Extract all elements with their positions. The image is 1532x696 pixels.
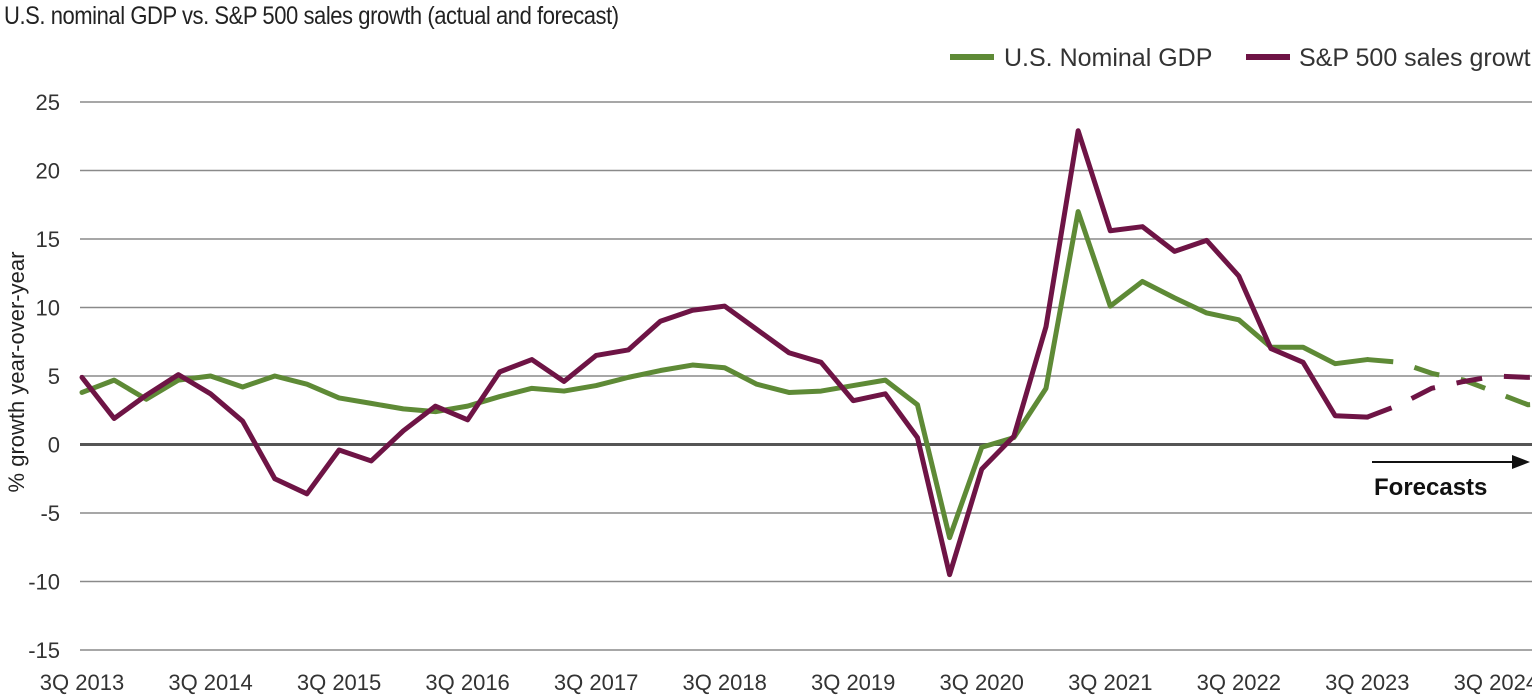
legend-label-sp500: S&P 500 sales growth <box>1299 44 1532 72</box>
series-lines <box>79 128 1532 578</box>
legend-label-gdp: U.S. Nominal GDP <box>1004 44 1212 72</box>
x-tick-label: 3Q 2024 <box>1454 670 1532 695</box>
series-line-1-actual <box>79 128 1370 578</box>
x-tick-label: 3Q 2020 <box>940 670 1024 695</box>
x-tick-label: 3Q 2022 <box>1197 670 1281 695</box>
x-tick-label: 3Q 2023 <box>1325 670 1409 695</box>
y-tick-label: -15 <box>28 638 60 663</box>
y-tick-label: 15 <box>36 227 60 252</box>
legend: U.S. Nominal GDP S&P 500 sales growth <box>950 44 1532 72</box>
y-axis-ticks: 25 20 15 10 5 0 -5 -10 -15 <box>28 90 60 663</box>
y-axis-label: % growth year-over-year <box>4 252 29 493</box>
chart-title: U.S. nominal GDP vs. S&P 500 sales growt… <box>4 2 619 30</box>
y-tick-label: -5 <box>40 501 60 526</box>
gridlines <box>80 101 1532 651</box>
y-tick-label: -10 <box>28 570 60 595</box>
x-tick-label: 3Q 2017 <box>554 670 638 695</box>
x-tick-label: 3Q 2016 <box>425 670 509 695</box>
x-axis-ticks: 3Q 2013 3Q 2014 3Q 2015 3Q 2016 3Q 2017 3Q 20… <box>40 670 1532 695</box>
forecast-label: Forecasts <box>1374 474 1487 501</box>
x-tick-label: 3Q 2018 <box>682 670 766 695</box>
y-tick-label: 10 <box>36 296 60 321</box>
y-tick-label: 5 <box>48 364 60 389</box>
y-tick-label: 20 <box>36 159 60 184</box>
x-tick-label: 3Q 2019 <box>811 670 895 695</box>
y-tick-label: 25 <box>36 90 60 115</box>
series-line-0-forecast <box>1367 357 1532 408</box>
x-tick-label: 3Q 2021 <box>1068 670 1152 695</box>
x-tick-label: 3Q 2015 <box>297 670 381 695</box>
x-tick-label: 3Q 2014 <box>168 670 252 695</box>
series-line-0-actual <box>79 209 1370 541</box>
y-tick-label: 0 <box>48 433 60 458</box>
forecast-arrow-head <box>1512 455 1530 469</box>
x-tick-label: 3Q 2013 <box>40 670 124 695</box>
forecast-annotation: Forecasts <box>1372 455 1530 501</box>
